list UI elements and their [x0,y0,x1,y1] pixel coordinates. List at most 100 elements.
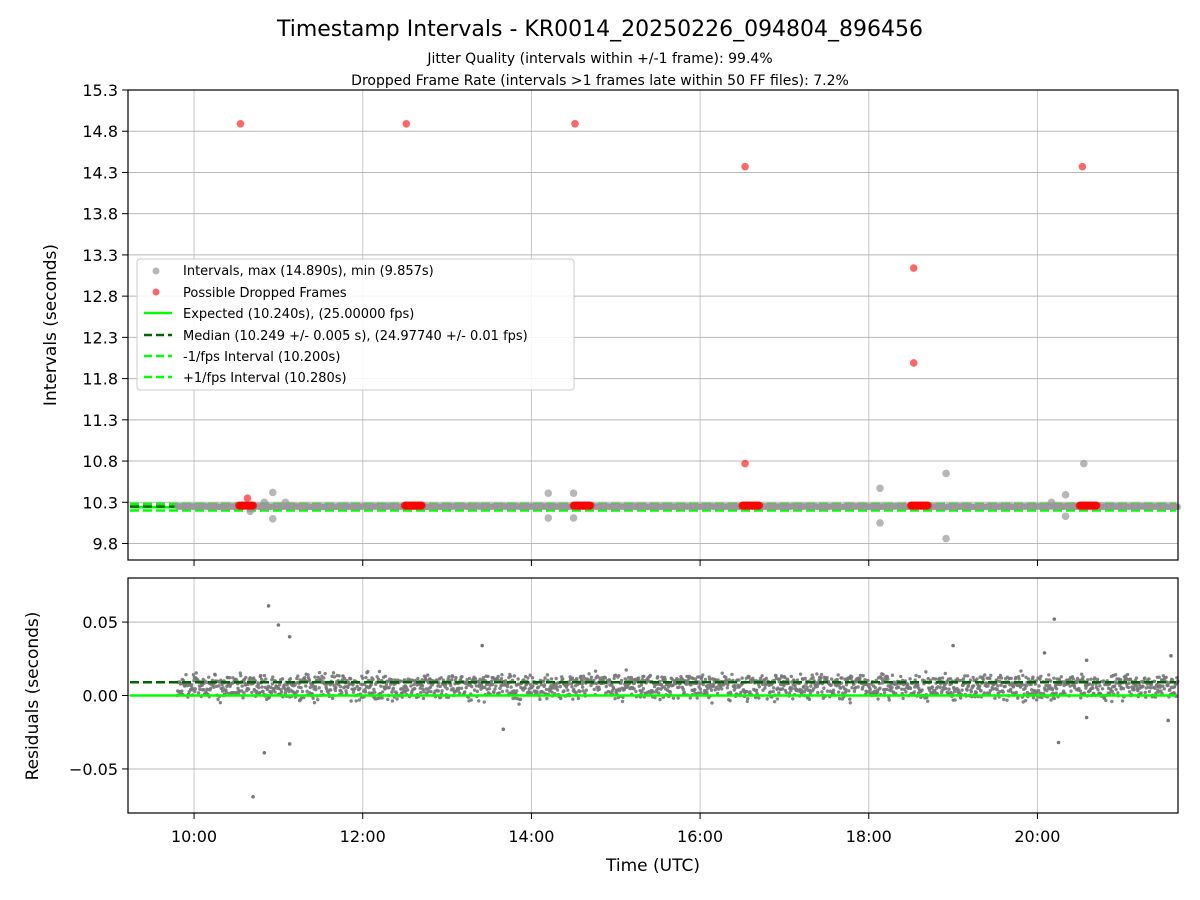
residual-point [724,675,728,680]
residual-point [450,678,454,682]
residual-point [659,682,664,687]
residual-point [269,691,274,695]
intervals-points [173,120,1182,543]
residual-point [346,685,350,690]
residual-point [677,685,681,689]
residual-point [1166,718,1170,723]
residual-point [1134,676,1139,680]
residual-point [820,690,824,694]
residual-point [337,674,341,678]
residuals-xtick-label: 16:00 [677,827,723,846]
residual-point [207,675,211,679]
residual-point [1101,679,1106,683]
residual-point [711,684,716,689]
residual-point [713,688,717,692]
residual-point [473,676,478,681]
intervals-ytick-label: 11.3 [82,411,118,430]
residual-point [671,683,675,688]
residual-point [771,689,775,694]
residuals-reference-lines [130,681,1176,697]
residual-point [254,689,259,694]
residual-point [618,688,622,693]
residual-point [831,688,836,692]
residual-point [836,690,841,694]
residual-point [383,674,388,678]
residual-point [299,685,303,690]
residual-point [682,690,686,694]
residual-point [316,697,320,702]
legend-label-median: Median (10.249 +/- 0.005 s), (24.97740 +… [183,329,528,344]
residual-point [759,676,763,681]
residual-point [791,697,795,701]
residuals-ytick-label: 0.00 [82,687,118,706]
residual-point [993,696,997,700]
residual-point [579,674,583,679]
residual-point [363,690,368,694]
residual-point [286,686,291,690]
residual-point [536,685,541,689]
residual-point [1048,679,1053,683]
residual-point [311,696,315,700]
residual-point [179,681,183,686]
dropped-frame-point [755,501,764,510]
residual-point [848,701,852,705]
residual-point [250,690,254,695]
residual-point [196,691,201,695]
residual-point [654,682,659,687]
residual-point [440,689,444,693]
interval-point [544,489,553,498]
interval-point [544,514,553,522]
residual-point [560,677,565,681]
residual-point [244,675,248,680]
residual-point [1126,685,1131,690]
residual-point [262,750,267,755]
residual-point [777,691,781,695]
residual-point [837,683,841,687]
residual-point [696,691,700,695]
residual-point [819,676,823,680]
residual-point [480,643,485,648]
residual-point [783,675,787,680]
legend-marker-dropped [152,288,160,296]
residual-point [1091,686,1095,690]
residual-point [849,675,854,679]
residuals-panel: 10:00 12:00 14:00 16:00 18:00 20:00 −0.05 0.00 0… [23,577,1180,876]
residual-point [303,675,307,680]
residual-point [351,690,356,694]
residual-point [544,687,549,692]
residual-point [778,677,782,681]
residual-point [1026,677,1031,681]
intervals-ytick-label: 10.8 [82,452,118,471]
residual-point [589,675,594,679]
residual-point [852,689,857,694]
residual-point [380,690,385,694]
residual-point [463,690,467,694]
residual-point [216,697,220,702]
residual-point [617,673,621,678]
residual-point [948,677,953,681]
residual-point [1069,689,1073,693]
residual-point [803,676,807,681]
residual-point [501,727,506,732]
residual-point [287,742,292,746]
residual-point [1009,687,1013,692]
residual-point [344,691,349,696]
residual-point [379,684,383,688]
residual-point [894,691,898,695]
residual-point [1120,699,1125,703]
residual-point [1152,679,1157,683]
residual-point [276,623,281,627]
legend-marker-intervals [152,267,160,275]
dropped-frame-point [909,359,918,367]
residual-point [639,683,644,687]
residual-point [622,687,627,692]
residual-point [393,678,397,682]
residual-point [1039,674,1043,679]
residual-point [578,689,582,694]
residual-point [312,700,317,705]
residual-point [1127,690,1132,694]
residual-point [1114,687,1118,692]
residual-point [497,691,501,695]
residual-point [706,686,710,691]
residual-point [906,682,910,686]
